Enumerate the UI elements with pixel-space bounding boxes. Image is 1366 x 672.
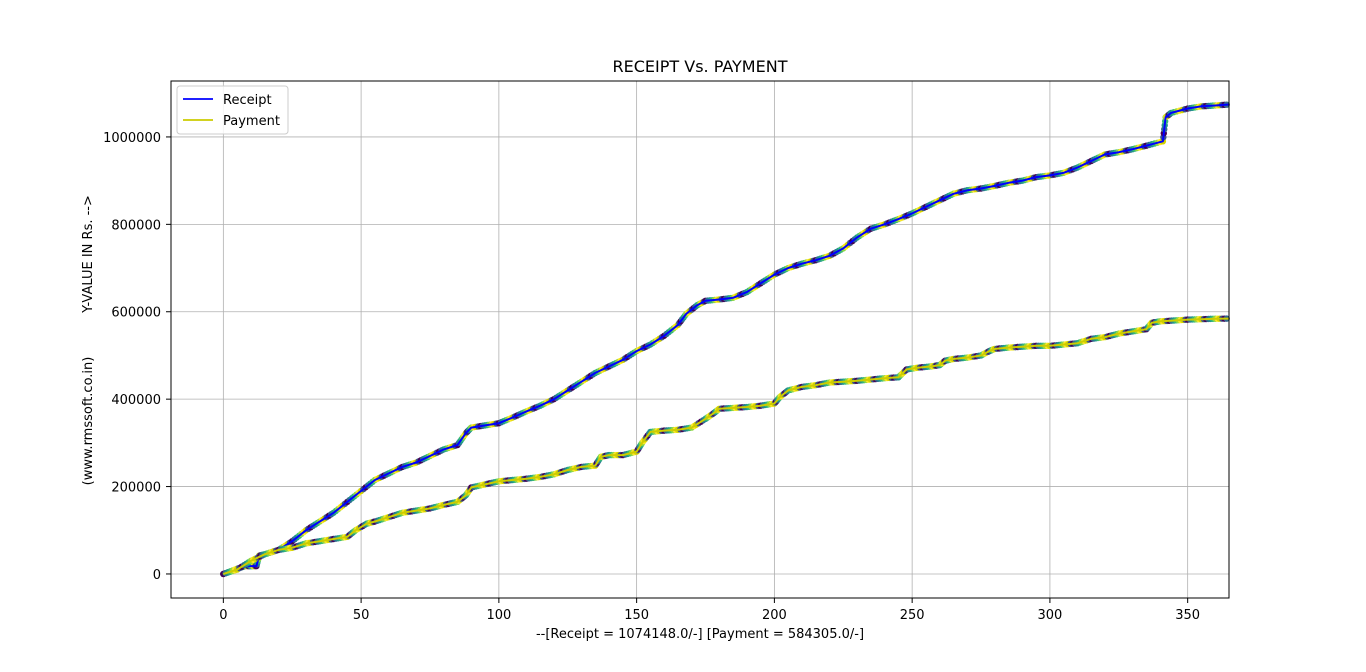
x-tick-label: 50 bbox=[353, 608, 370, 623]
y-axis-label-secondary: (www.rmssoft.co.in) bbox=[81, 357, 96, 486]
x-tick-label: 150 bbox=[624, 608, 649, 623]
x-tick-label: 350 bbox=[1175, 608, 1200, 623]
x-tick-label: 300 bbox=[1037, 608, 1062, 623]
y-tick-label: 800000 bbox=[111, 218, 161, 233]
legend-label-receipt: Receipt bbox=[223, 93, 272, 108]
x-tick-label: 250 bbox=[900, 608, 925, 623]
x-tick-label: 0 bbox=[219, 608, 227, 623]
y-tick-label: 200000 bbox=[111, 481, 161, 496]
x-tick-label: 100 bbox=[486, 608, 511, 623]
x-axis-label: --[Receipt = 1074148.0/-] [Payment = 584… bbox=[536, 627, 864, 642]
x-tick-label: 200 bbox=[762, 608, 787, 623]
y-axis-label-primary: Y-VALUE IN Rs. --> bbox=[81, 195, 96, 314]
legend: Receipt Payment bbox=[176, 85, 289, 135]
series-payment-line bbox=[222, 317, 1230, 575]
series-payment bbox=[220, 315, 1230, 578]
axis-ticks: 0 50 100 150 200 250 300 350 0 200000 400000 600000… bbox=[103, 131, 1200, 623]
chart-title: RECEIPT Vs. PAYMENT bbox=[613, 57, 788, 76]
plot-area-frame bbox=[170, 80, 1230, 599]
legend-box bbox=[176, 85, 289, 135]
legend-label-payment: Payment bbox=[223, 114, 280, 129]
series-receipt-line bbox=[222, 103, 1230, 575]
series-layer bbox=[220, 101, 1230, 578]
y-tick-label: 1000000 bbox=[103, 131, 161, 146]
y-tick-label: 0 bbox=[153, 568, 161, 583]
grid-lines bbox=[171, 81, 1229, 598]
y-tick-label: 400000 bbox=[111, 393, 161, 408]
y-tick-label: 600000 bbox=[111, 306, 161, 321]
